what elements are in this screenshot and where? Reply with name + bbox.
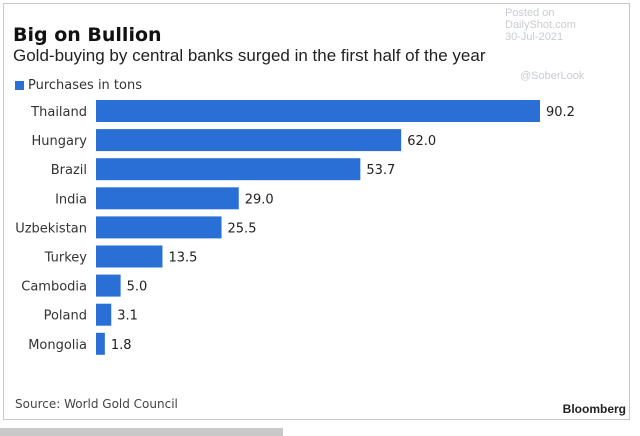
value-label: 62.0 [407,134,436,149]
bar [96,216,222,239]
category-label: Brazil [51,163,87,178]
chart-subtitle: Gold-buying by central banks surged in t… [13,46,486,65]
bar [96,158,361,181]
category-label: Turkey [44,251,88,266]
legend-label: Purchases in tons [28,78,142,93]
watermark-line: 30-Jul-2021 [505,31,564,43]
bar [96,245,163,268]
value-label: 25.5 [228,221,257,236]
bar [96,129,402,152]
scrollbar[interactable] [0,428,283,436]
category-label: Mongolia [28,338,87,353]
legend: Purchases in tons [15,78,142,93]
brand-logo: Bloomberg [562,402,626,416]
chart-card [3,3,630,420]
category-label: Thailand [30,105,87,120]
category-label: Cambodia [21,280,87,295]
source-note: Source: World Gold Council [15,397,178,411]
bar [96,274,121,297]
value-label: 29.0 [245,192,274,207]
bar [96,100,540,122]
watermark-line: DailyShot.com [505,19,576,31]
category-label: India [55,192,87,207]
legend-swatch [15,81,24,90]
category-label: Poland [44,309,87,324]
bar [96,187,239,210]
value-label: 53.7 [366,163,395,178]
value-label: 5.0 [127,280,148,295]
value-label: 3.1 [117,309,138,324]
watermark-line: Posted on [505,7,555,19]
bar [96,303,112,326]
watermark-line: @SoberLook [520,70,585,82]
category-label: Uzbekistan [15,221,87,236]
value-label: 90.2 [546,105,575,120]
value-label: 1.8 [111,338,132,353]
value-label: 13.5 [168,251,197,266]
chart-title: Big on Bullion [13,24,162,46]
category-label: Hungary [31,134,87,149]
bar [96,332,105,355]
